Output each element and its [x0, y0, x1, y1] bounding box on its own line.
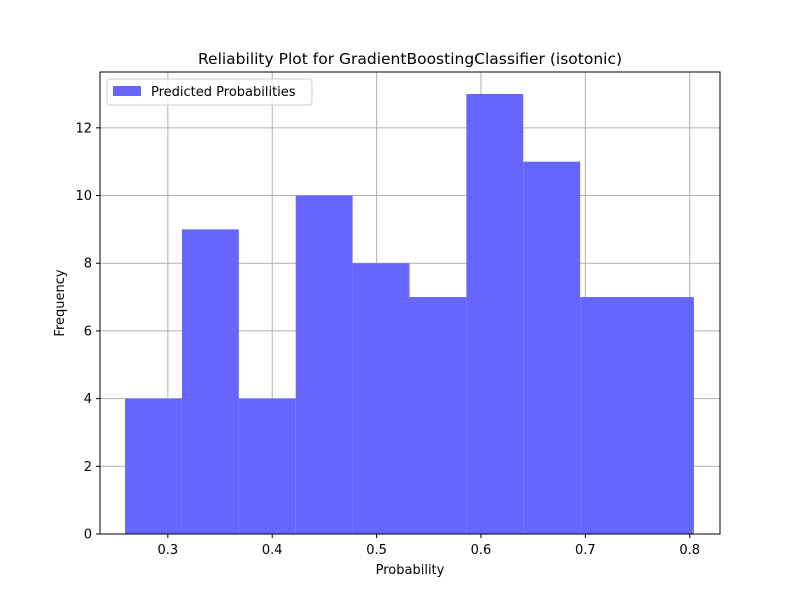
legend-label: Predicted Probabilities	[151, 85, 296, 100]
histogram-bar	[295, 195, 353, 535]
x-axis-label: Probability	[376, 563, 445, 578]
plot-frame	[99, 71, 721, 535]
y-tick-label: 8	[84, 257, 92, 272]
histogram-bar	[352, 263, 410, 534]
x-tick-label: 0.4	[262, 543, 283, 558]
histogram-bar	[409, 297, 467, 534]
x-tick-label: 0.3	[158, 543, 179, 558]
histogram-bar	[637, 297, 694, 534]
x-tick-label: 0.6	[471, 543, 492, 558]
x-tick-label: 0.5	[366, 543, 387, 558]
y-tick-label: 4	[84, 392, 92, 407]
y-tick-label: 10	[75, 189, 92, 204]
y-axis-label: Frequency	[53, 269, 68, 336]
chart-title: Reliability Plot for GradientBoostingCla…	[198, 50, 622, 68]
y-tick-label: 12	[75, 121, 92, 136]
histogram-bar	[181, 229, 239, 534]
bars	[125, 94, 694, 535]
x-tick-label: 0.8	[679, 543, 700, 558]
y-tick-label: 6	[84, 324, 92, 339]
histogram-bar	[125, 398, 182, 534]
y-tick-label: 0	[84, 528, 92, 543]
legend-swatch	[113, 86, 141, 96]
legend: Predicted Probabilities	[106, 78, 313, 106]
histogram-bar	[238, 398, 296, 534]
y-tick-label: 2	[84, 460, 92, 475]
histogram-bar	[523, 161, 581, 534]
x-tick-label: 0.7	[575, 543, 596, 558]
axis-ticks: 0.3 0.4 0.5 0.6 0.7 0.8 0 2 4 6 8 10 12	[75, 121, 700, 558]
histogram-bar	[580, 297, 638, 534]
legend-box	[106, 78, 313, 106]
histogram-bar	[466, 94, 524, 534]
